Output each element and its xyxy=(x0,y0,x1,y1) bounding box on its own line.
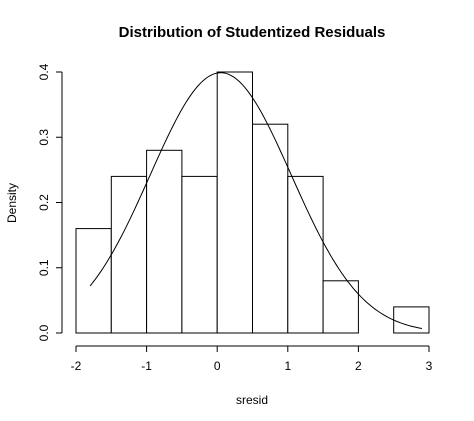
histogram-bar-2 xyxy=(146,149,183,334)
histogram-bar-1 xyxy=(110,175,148,334)
x-tick-label-0: -2 xyxy=(71,359,82,373)
x-axis-label: sresid xyxy=(236,393,268,407)
y-tick-label-0: 0.0 xyxy=(37,324,51,341)
histogram-bar-6 xyxy=(287,175,324,334)
x-tick-label-5: 3 xyxy=(426,359,433,373)
y-axis-label: Density xyxy=(5,183,19,223)
y-tick-label-2: 0.2 xyxy=(37,194,51,211)
histogram-bar-5 xyxy=(252,123,289,334)
x-tick-label-4: 2 xyxy=(355,359,362,373)
histogram-bar-4 xyxy=(216,71,253,334)
x-tick-label-2: 0 xyxy=(214,359,221,373)
bars-group xyxy=(75,71,430,334)
y-axis: 0.0 0.1 0.2 0.3 0.4 xyxy=(37,63,63,341)
histogram-bar-9 xyxy=(393,306,430,334)
y-tick-label-3: 0.3 xyxy=(37,129,51,146)
x-axis: -2 -1 0 1 2 3 xyxy=(71,345,433,373)
density-curve xyxy=(89,72,423,330)
x-tick-label-1: -1 xyxy=(141,359,152,373)
chart-title: Distribution of Studentized Residuals xyxy=(119,24,386,41)
histogram-bar-7 xyxy=(322,280,359,334)
y-tick-label-4: 0.4 xyxy=(37,63,51,80)
y-tick-label-1: 0.1 xyxy=(37,259,51,276)
histogram-bar-3 xyxy=(181,175,218,334)
x-tick-label-3: 1 xyxy=(284,359,291,373)
